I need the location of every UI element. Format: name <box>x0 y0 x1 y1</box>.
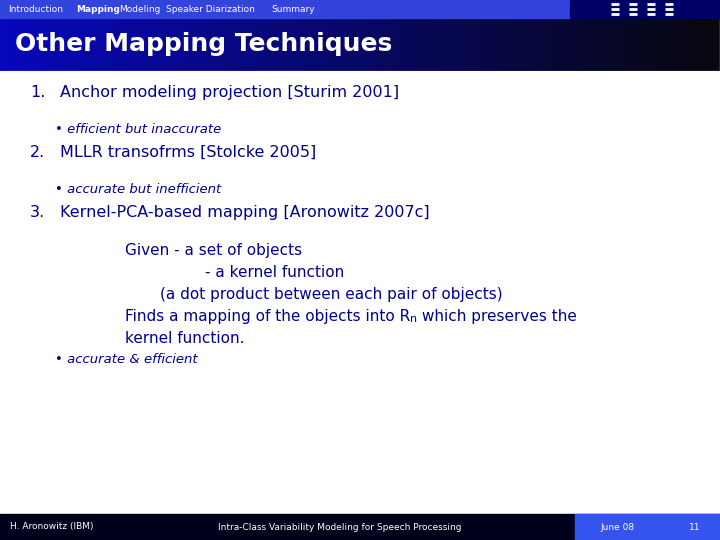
Text: Finds a mapping of the objects into R: Finds a mapping of the objects into R <box>125 309 410 324</box>
Text: 11: 11 <box>689 523 701 531</box>
Text: • efficient but inaccurate: • efficient but inaccurate <box>55 123 221 136</box>
Text: n: n <box>410 314 418 324</box>
Text: June 08: June 08 <box>601 523 635 531</box>
Text: kernel function.: kernel function. <box>125 331 245 346</box>
Text: MLLR transofrms [Stolcke 2005]: MLLR transofrms [Stolcke 2005] <box>60 145 316 160</box>
Text: H. Aronowitz (IBM): H. Aronowitz (IBM) <box>10 523 94 531</box>
Bar <box>570 0 720 18</box>
Text: Summary: Summary <box>271 4 315 14</box>
Text: which preserves the: which preserves the <box>418 309 577 324</box>
Bar <box>0 0 570 18</box>
Text: • accurate but inefficient: • accurate but inefficient <box>55 183 221 196</box>
Text: • accurate & efficient: • accurate & efficient <box>55 353 197 366</box>
Text: Speaker Diarization: Speaker Diarization <box>166 4 256 14</box>
Text: (a dot product between each pair of objects): (a dot product between each pair of obje… <box>160 287 503 302</box>
Bar <box>0 514 720 540</box>
Bar <box>575 514 720 540</box>
Text: Given - a set of objects: Given - a set of objects <box>125 243 302 258</box>
Text: Intra-Class Variability Modeling for Speech Processing: Intra-Class Variability Modeling for Spe… <box>218 523 462 531</box>
Text: Mapping: Mapping <box>76 4 120 14</box>
Text: - a kernel function: - a kernel function <box>205 265 344 280</box>
Text: 3.: 3. <box>30 205 45 220</box>
Text: Anchor modeling projection [Sturim 2001]: Anchor modeling projection [Sturim 2001] <box>60 85 399 100</box>
Text: Introduction: Introduction <box>8 4 63 14</box>
Text: 1.: 1. <box>30 85 45 100</box>
Text: Modeling: Modeling <box>119 4 160 14</box>
Text: 2.: 2. <box>30 145 45 160</box>
Text: Kernel-PCA-based mapping [Aronowitz 2007c]: Kernel-PCA-based mapping [Aronowitz 2007… <box>60 205 430 220</box>
Bar <box>0 70 720 514</box>
Text: Other Mapping Techniques: Other Mapping Techniques <box>15 32 392 56</box>
